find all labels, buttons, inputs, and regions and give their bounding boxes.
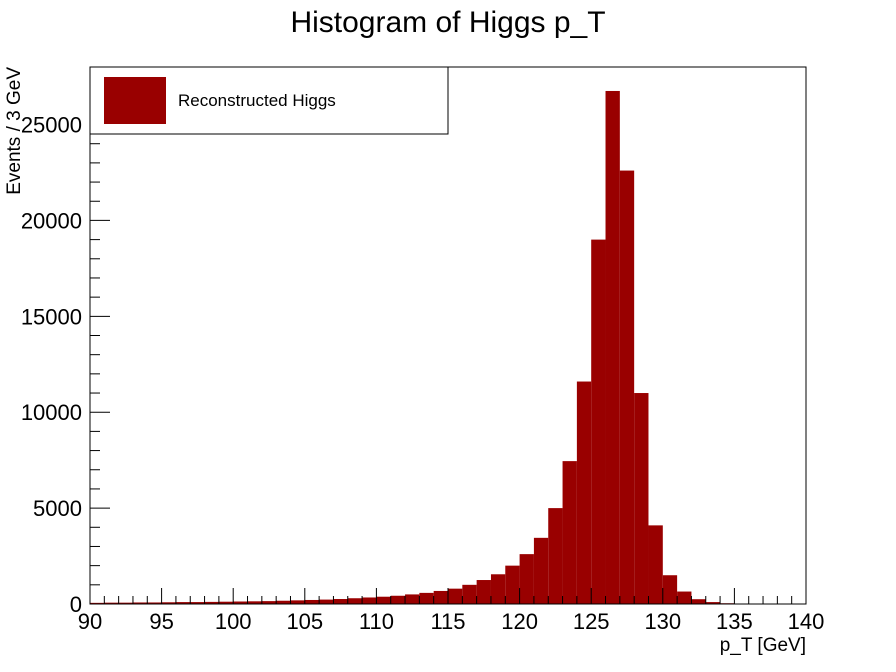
histogram-bar bbox=[204, 601, 219, 604]
y-tick-label: 25000 bbox=[21, 113, 82, 138]
histogram-bar bbox=[333, 599, 348, 604]
histogram-bar bbox=[648, 525, 663, 604]
histogram-bar bbox=[448, 588, 463, 604]
histogram-bar bbox=[705, 602, 721, 604]
histogram-bar bbox=[605, 90, 620, 605]
x-tick-label: 95 bbox=[149, 609, 173, 634]
y-tick-label: 15000 bbox=[21, 304, 82, 329]
histogram-bar bbox=[218, 601, 234, 604]
x-tick-label: 125 bbox=[573, 609, 610, 634]
histogram-bar bbox=[462, 584, 477, 604]
histogram-bar bbox=[118, 602, 133, 604]
x-tick-label: 135 bbox=[716, 609, 753, 634]
y-tick-label: 5000 bbox=[33, 496, 82, 521]
histogram-bar bbox=[591, 239, 606, 604]
y-tick-label: 20000 bbox=[21, 208, 82, 233]
histogram-bar bbox=[519, 554, 534, 604]
legend: Reconstructed Higgs bbox=[89, 66, 449, 135]
histogram-bar bbox=[290, 600, 305, 604]
x-tick-label: 130 bbox=[644, 609, 681, 634]
histogram-bar bbox=[347, 598, 363, 604]
histogram-bar bbox=[677, 591, 692, 604]
histogram-bar bbox=[175, 602, 191, 604]
histogram-bars bbox=[90, 90, 764, 605]
histogram-bar bbox=[376, 596, 391, 604]
axes: 90 95 100 105 110 115 120 125 130 135 140 0 5000 1000… bbox=[21, 66, 825, 634]
histogram-bar bbox=[104, 602, 119, 604]
histogram-bar bbox=[548, 508, 563, 604]
legend-entry-label: Reconstructed Higgs bbox=[178, 91, 336, 110]
histogram-bar bbox=[390, 595, 406, 604]
histogram-bar bbox=[233, 601, 248, 604]
histogram-bar bbox=[505, 565, 520, 604]
histogram-bar bbox=[90, 602, 105, 604]
histogram-bar bbox=[619, 170, 635, 605]
histogram-bar bbox=[476, 580, 491, 604]
x-tick-label: 140 bbox=[788, 609, 825, 634]
histogram-bar bbox=[276, 600, 291, 604]
y-axis-label: Events / 3 GeV bbox=[4, 67, 25, 195]
histogram-bar bbox=[190, 602, 205, 604]
histogram-bar bbox=[247, 601, 262, 604]
y-tick-label: 0 bbox=[70, 592, 82, 617]
histogram-bar bbox=[576, 381, 592, 604]
y-tick-label: 10000 bbox=[21, 400, 82, 425]
histogram-bar bbox=[490, 574, 506, 604]
histogram-bar bbox=[405, 594, 420, 604]
histogram-bar bbox=[304, 599, 320, 604]
histogram-bar bbox=[261, 601, 277, 604]
histogram-bar bbox=[132, 602, 148, 604]
x-tick-label: 110 bbox=[359, 609, 394, 634]
x-tick-label: 100 bbox=[215, 609, 252, 634]
histogram-bar bbox=[562, 461, 577, 604]
x-tick-label: 120 bbox=[501, 609, 538, 634]
histogram-bar bbox=[419, 592, 434, 604]
x-axis-label: p_T [GeV] bbox=[720, 635, 806, 656]
histogram-bar bbox=[691, 599, 706, 604]
chart-title: Histogram of Higgs p_T bbox=[290, 6, 605, 39]
histogram-bar bbox=[161, 602, 176, 604]
x-tick-label: 105 bbox=[286, 609, 323, 634]
legend-swatch bbox=[104, 77, 166, 124]
x-tick-label: 90 bbox=[78, 609, 102, 634]
histogram-bar bbox=[147, 602, 162, 604]
histogram-bar bbox=[319, 599, 334, 604]
histogram-bar bbox=[662, 575, 678, 604]
x-tick-label: 115 bbox=[430, 609, 465, 634]
histogram-bar bbox=[362, 597, 377, 604]
histogram-bar bbox=[533, 537, 549, 604]
histogram-bar bbox=[433, 590, 448, 604]
histogram-bar bbox=[634, 393, 649, 604]
